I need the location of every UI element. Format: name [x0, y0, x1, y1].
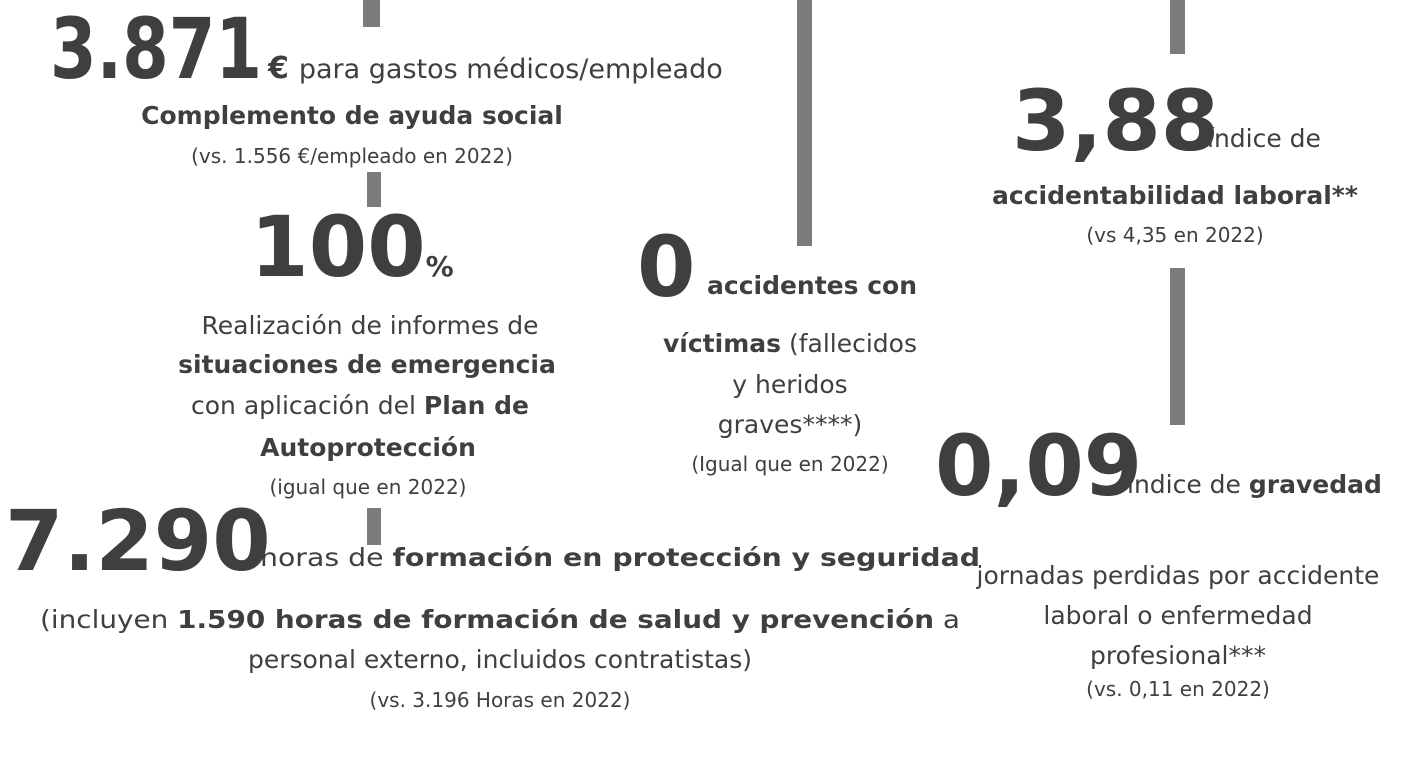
figure: 3.871 — [50, 0, 262, 98]
figure-line: 100% — [250, 198, 453, 296]
connector — [363, 0, 380, 27]
tail: índice de gravedad — [1127, 470, 1382, 499]
line: accidentabilidad laboral** — [992, 181, 1358, 210]
connector — [367, 172, 381, 207]
text: víctimas — [663, 329, 781, 358]
text: (fallecidos — [781, 329, 917, 358]
line: graves****) — [718, 410, 862, 439]
unit: % — [426, 250, 454, 283]
text: 1.590 horas de formación de salud y prev… — [177, 605, 934, 634]
connector — [797, 0, 812, 246]
figure: 3,88 — [1012, 72, 1219, 170]
figure: 7.290 — [5, 492, 271, 590]
line: (incluyen 1.590 horas de formación de sa… — [40, 605, 960, 634]
line: situaciones de emergencia — [178, 350, 556, 379]
line: jornadas perdidas por accidente — [976, 561, 1380, 590]
connector — [1170, 0, 1185, 54]
note: (vs 4,35 en 2022) — [1086, 223, 1263, 247]
tail: horas de formación en protección y segur… — [260, 543, 980, 572]
line: profesional*** — [1090, 641, 1266, 670]
note: (Igual que en 2022) — [691, 452, 888, 476]
unit: € — [267, 51, 289, 86]
text: (incluyen — [40, 605, 177, 634]
figure: 0,09 — [935, 417, 1142, 515]
line: Autoprotección — [260, 433, 476, 462]
line: laboral o enfermedad — [1043, 601, 1312, 630]
text: a — [934, 605, 960, 634]
text: índice de — [1127, 470, 1249, 499]
connector — [367, 508, 381, 545]
line: con aplicación del Plan de — [191, 391, 529, 420]
text: formación en protección y seguridad — [393, 543, 980, 572]
figure-line: 3.871 € para gastos médicos/empleado — [50, 0, 723, 98]
figure: 0 — [637, 218, 695, 316]
tail: accidentes con — [707, 271, 917, 300]
note: (igual que en 2022) — [270, 475, 467, 499]
line: víctimas (fallecidos — [663, 329, 917, 358]
tail: índice de — [1207, 124, 1321, 153]
figure: 100 — [250, 198, 425, 296]
note: (vs. 0,11 en 2022) — [1086, 677, 1270, 701]
line: y heridos — [732, 370, 847, 399]
line: Realización de informes de — [202, 311, 539, 340]
note: (vs. 1.556 €/empleado en 2022) — [191, 144, 513, 168]
line: Complemento de ayuda social — [141, 101, 563, 130]
line: personal externo, incluidos contratistas… — [248, 645, 752, 674]
note: (vs. 3.196 Horas en 2022) — [370, 688, 631, 712]
text: horas de — [260, 543, 393, 572]
text: Plan de — [424, 391, 529, 420]
text: gravedad — [1249, 470, 1382, 499]
connector — [1170, 268, 1185, 425]
text: con aplicación del — [191, 391, 424, 420]
tail: para gastos médicos/empleado — [299, 54, 723, 85]
